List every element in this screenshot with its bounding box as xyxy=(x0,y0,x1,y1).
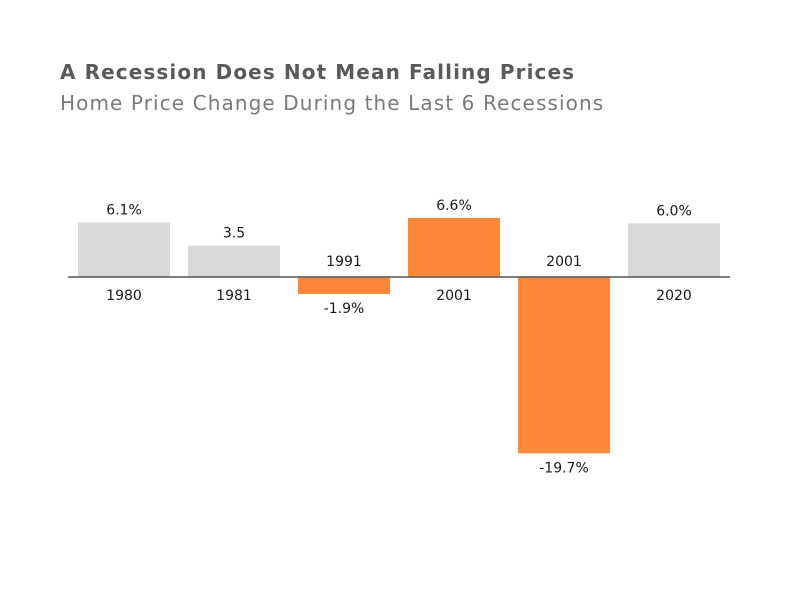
labels-layer: 6.1% 1980 3.5 1981 -1.9% 1991 6.6% 2001 -19.7% 20… xyxy=(106,198,692,476)
category-label-1: 1981 xyxy=(216,288,252,304)
bar-2 xyxy=(298,277,390,295)
category-label-3: 2001 xyxy=(436,288,472,304)
bar-3 xyxy=(408,217,500,277)
category-label-5: 2020 xyxy=(656,288,692,304)
value-label-4: -19.7% xyxy=(539,460,589,476)
category-label-0: 1980 xyxy=(106,288,142,304)
chart-subtitle: Home Price Change During the Last 6 Rece… xyxy=(60,91,605,115)
chart-title: A Recession Does Not Mean Falling Prices xyxy=(60,60,576,84)
bar-1 xyxy=(188,245,280,277)
value-label-1: 3.5 xyxy=(223,226,245,242)
category-label-2: 1991 xyxy=(326,254,362,270)
bar-5 xyxy=(628,223,720,277)
bars-layer xyxy=(78,217,720,454)
bar-4 xyxy=(518,277,610,454)
value-label-0: 6.1% xyxy=(106,202,142,218)
value-label-3: 6.6% xyxy=(436,198,472,214)
value-label-2: -1.9% xyxy=(324,301,365,317)
value-label-5: 6.0% xyxy=(656,203,692,219)
category-label-4: 2001 xyxy=(546,254,582,270)
bar-0 xyxy=(78,222,170,277)
